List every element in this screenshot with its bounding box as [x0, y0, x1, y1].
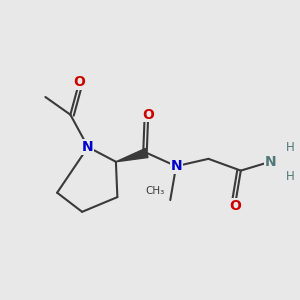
- Text: O: O: [73, 75, 85, 89]
- Text: H: H: [286, 170, 295, 183]
- Text: CH₃: CH₃: [145, 186, 164, 196]
- Text: O: O: [142, 108, 154, 122]
- Text: O: O: [229, 199, 241, 213]
- Text: H: H: [286, 141, 295, 154]
- Text: N: N: [170, 159, 182, 173]
- Text: N: N: [82, 140, 94, 154]
- Text: N: N: [264, 155, 276, 169]
- Polygon shape: [116, 148, 148, 162]
